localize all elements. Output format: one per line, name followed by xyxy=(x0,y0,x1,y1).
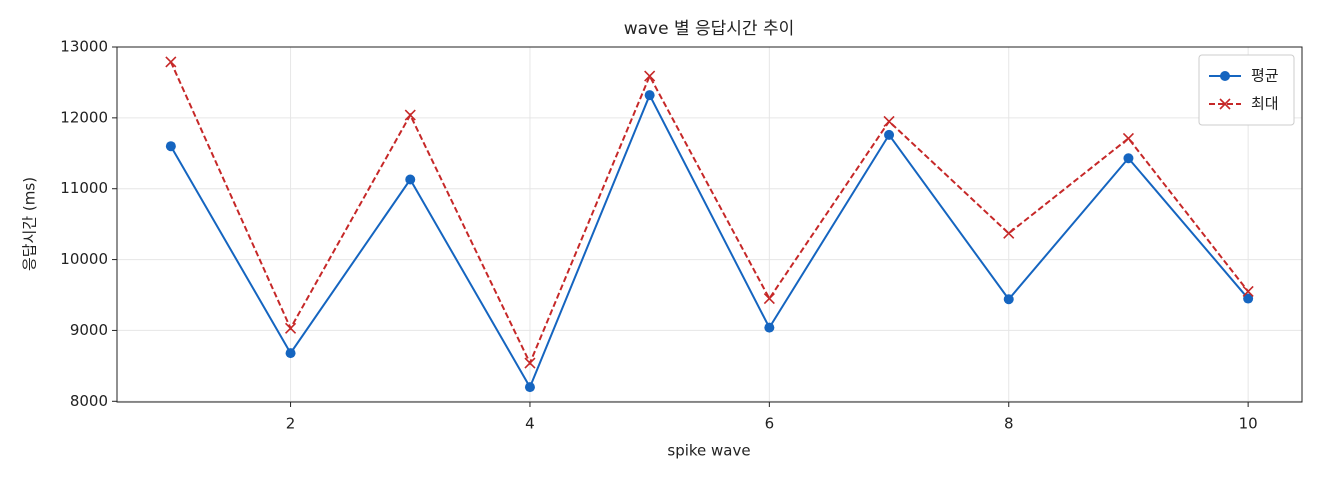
y-axis-label: 응답시간 (ms) xyxy=(21,177,39,271)
point xyxy=(1003,227,1015,239)
y-tick-label: 13000 xyxy=(60,38,108,56)
y-tick-label: 12000 xyxy=(60,108,108,126)
point xyxy=(884,129,895,140)
point xyxy=(1242,285,1254,298)
point xyxy=(285,348,296,359)
point xyxy=(524,382,535,393)
point xyxy=(764,322,775,333)
y-tick-label: 10000 xyxy=(60,250,108,268)
point xyxy=(165,56,177,68)
y-tick-label: 9000 xyxy=(70,321,108,339)
x-axis-label: spike wave xyxy=(667,442,750,460)
legend-label: 최대 xyxy=(1251,95,1279,113)
legend-marker xyxy=(1219,98,1231,110)
point xyxy=(284,322,297,334)
y-tick-label: 11000 xyxy=(60,179,108,197)
y-tick-label: 8000 xyxy=(70,392,108,410)
point xyxy=(644,90,655,101)
series-line xyxy=(169,92,1249,390)
series-line xyxy=(169,61,1249,366)
point xyxy=(883,115,895,127)
x-tick-label: 4 xyxy=(525,415,535,433)
point xyxy=(405,174,416,185)
legend-box xyxy=(1198,54,1295,126)
chart-title: wave 별 응답시간 추이 xyxy=(624,19,795,39)
point xyxy=(1243,293,1254,304)
x-tick-label: 8 xyxy=(1004,415,1014,433)
point xyxy=(524,357,536,369)
point xyxy=(763,292,775,305)
legend-marker xyxy=(1220,71,1230,81)
point xyxy=(1003,294,1014,305)
point xyxy=(1123,153,1134,164)
point xyxy=(644,70,656,82)
point xyxy=(1122,132,1135,144)
plot-frame xyxy=(116,46,1303,403)
point xyxy=(165,141,176,152)
x-tick-label: 2 xyxy=(286,415,296,433)
x-tick-label: 10 xyxy=(1239,415,1258,433)
point xyxy=(404,109,416,121)
legend-label: 평균 xyxy=(1251,67,1279,85)
x-tick-label: 6 xyxy=(765,415,775,433)
